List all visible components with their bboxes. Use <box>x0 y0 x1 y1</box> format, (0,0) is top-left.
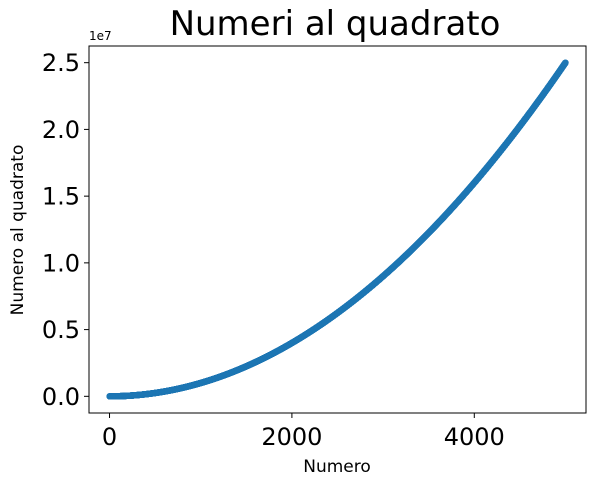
data-points <box>106 59 569 400</box>
chart-title: Numeri al quadrato <box>170 4 501 44</box>
